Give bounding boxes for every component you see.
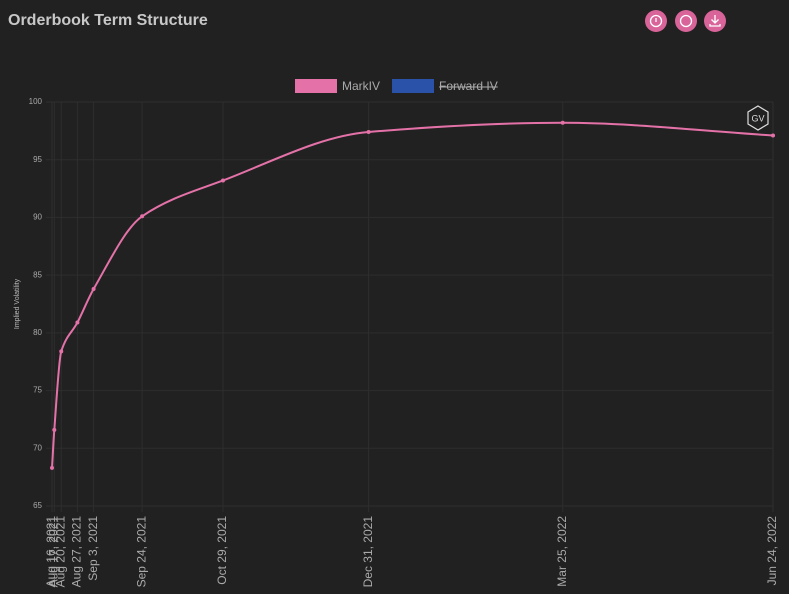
x-tick-label: Mar 25, 2022 (555, 516, 569, 587)
point (771, 133, 775, 138)
y-tick-label: 70 (33, 443, 42, 452)
y-tick-label: 95 (33, 155, 42, 164)
point (52, 427, 57, 432)
y-axis-label: Implied Volatility (14, 278, 21, 329)
x-tick-label: Sep 24, 2021 (134, 516, 148, 588)
y-tick-label: 65 (33, 501, 42, 510)
x-tick-label: Aug 20, 2021 (53, 516, 67, 588)
point (91, 286, 96, 291)
x-tick-label: Aug 17, 2021 (46, 516, 60, 588)
line (51, 121, 774, 468)
x-tick-label: Aug 16, 2021 (44, 516, 58, 588)
y-tick-label: 80 (33, 328, 42, 337)
legend-label[interactable]: Forward IV (439, 79, 498, 93)
point (221, 178, 226, 183)
point (59, 349, 64, 354)
title: Orderbook Term Structure (8, 12, 208, 29)
icon (679, 14, 693, 28)
y-tick-label: 90 (33, 213, 42, 222)
x-tick-label: Dec 31, 2021 (361, 516, 375, 588)
x-tick-label: Jun 24, 2022 (765, 516, 779, 586)
watermark: GV (751, 113, 764, 123)
legend-label[interactable]: MarkIV (342, 79, 380, 93)
icon (709, 15, 721, 27)
point (75, 320, 80, 325)
toolbar (645, 10, 726, 32)
point (50, 465, 54, 470)
x-tick-label: Oct 29, 2021 (215, 516, 229, 585)
help-button[interactable] (675, 10, 697, 32)
legend-swatch (392, 79, 435, 93)
y-tick-label: 85 (33, 270, 42, 279)
x-tick-label: Sep 3, 2021 (86, 516, 100, 581)
point (560, 120, 565, 125)
point (366, 130, 371, 135)
y-tick-label: 100 (29, 97, 43, 106)
point (140, 214, 145, 219)
y-tick-label: 75 (33, 386, 42, 395)
legend-swatch (295, 79, 337, 93)
icon (649, 14, 663, 28)
x-tick-label: Aug 27, 2021 (70, 516, 84, 588)
watermark-logo (747, 105, 769, 131)
